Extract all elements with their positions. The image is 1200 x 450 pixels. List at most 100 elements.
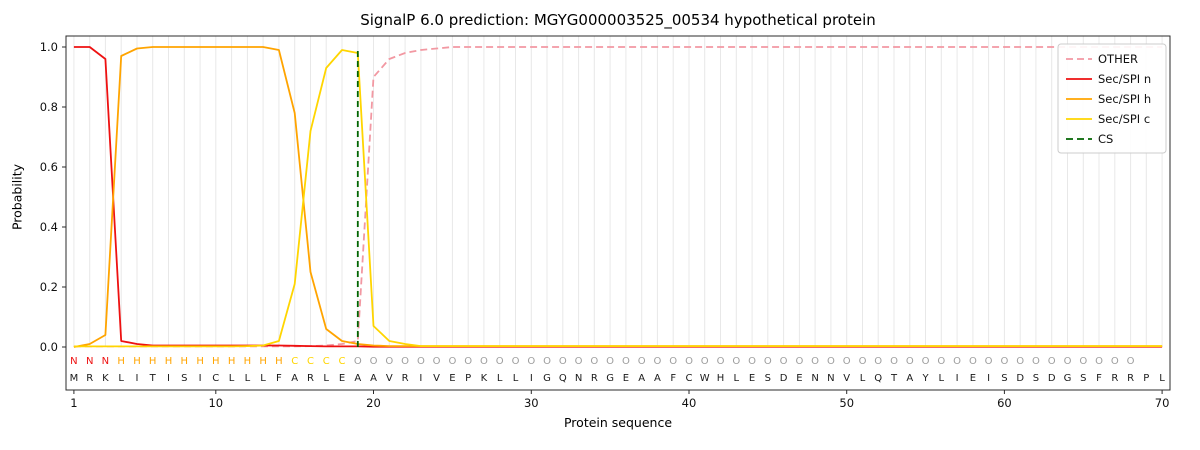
region-label: H <box>181 356 189 367</box>
sequence-letter: L <box>734 373 740 384</box>
region-label: H <box>244 356 252 367</box>
y-axis-label: Probability <box>9 163 25 231</box>
region-label: O <box>559 356 567 367</box>
region-label: H <box>133 356 141 367</box>
region-label: N <box>102 356 109 367</box>
sequence-letter: L <box>939 373 945 384</box>
sequence-letter: E <box>339 373 345 384</box>
region-label: C <box>323 356 330 367</box>
x-tick-label: 40 <box>682 396 697 410</box>
sequence-letter: A <box>638 373 645 384</box>
sequence-letter: N <box>811 373 818 384</box>
sequence-letter: M <box>70 373 79 384</box>
region-label: H <box>275 356 283 367</box>
sequence-letter: A <box>654 373 661 384</box>
region-label: O <box>1048 356 1056 367</box>
region-label: O <box>985 356 993 367</box>
y-tick-label: 0.6 <box>40 160 58 174</box>
chart-title: SignalP 6.0 prediction: MGYG000003525_00… <box>360 11 876 29</box>
region-label: N <box>86 356 93 367</box>
plot-frame <box>65 35 1171 391</box>
region-label: O <box>606 356 614 367</box>
region-label: H <box>212 356 220 367</box>
position-gridlines <box>73 36 1163 347</box>
sequence-letter: E <box>796 373 802 384</box>
region-label: O <box>1032 356 1040 367</box>
region-label: O <box>1016 356 1024 367</box>
sequence-letter: A <box>370 373 377 384</box>
sequence-letter: R <box>402 373 409 384</box>
region-label: O <box>354 356 362 367</box>
region-label: O <box>1127 356 1135 367</box>
x-tick-label: 20 <box>366 396 381 410</box>
region-label: O <box>669 356 677 367</box>
sequence-letter: P <box>1143 373 1149 384</box>
legend-item-sec-spi-n: Sec/SPI n <box>1066 72 1151 86</box>
sequence-letter: R <box>591 373 598 384</box>
sequence-letter: N <box>827 373 834 384</box>
sequence-letter: T <box>890 373 898 384</box>
region-label: O <box>732 356 740 367</box>
sequence-letter: Q <box>874 373 882 384</box>
sequence-letter: L <box>323 373 329 384</box>
legend-item-sec-spi-c: Sec/SPI c <box>1066 112 1150 126</box>
legend-item-cs: CS <box>1066 132 1113 146</box>
sequence-letter: E <box>749 373 755 384</box>
region-label: O <box>717 356 725 367</box>
region-label: C <box>339 356 346 367</box>
sequence-letter: V <box>843 373 850 384</box>
sequence-letter: S <box>1080 373 1086 384</box>
sequence-letter: V <box>386 373 393 384</box>
legend-box <box>1057 43 1167 154</box>
sequence-letter: R <box>86 373 93 384</box>
region-label: H <box>149 356 157 367</box>
sequence-letter: D <box>1016 373 1024 384</box>
x-tick-label: 60 <box>997 396 1012 410</box>
region-label: O <box>953 356 961 367</box>
x-tick-label: 10 <box>208 396 223 410</box>
region-label: H <box>259 356 267 367</box>
region-label: O <box>512 356 520 367</box>
sequence-letter: L <box>860 373 866 384</box>
y-axis-ticks: 0.0 0.2 0.4 0.6 0.8 1.0 <box>40 40 66 354</box>
region-label: C <box>307 356 314 367</box>
sequence-letter: E <box>623 373 629 384</box>
sequence-letter: L <box>497 373 503 384</box>
sequence-letter: G <box>1064 373 1072 384</box>
legend-item-other: OTHER <box>1066 52 1138 66</box>
legend-label: Sec/SPI c <box>1098 112 1150 126</box>
sequence-letter: A <box>906 373 913 384</box>
region-label: O <box>795 356 803 367</box>
sequence-letter: E <box>449 373 455 384</box>
sequence-letter: I <box>987 373 990 384</box>
region-label: O <box>701 356 709 367</box>
region-label: O <box>496 356 504 367</box>
x-axis-label: Protein sequence <box>563 415 673 430</box>
sequence-letter: F <box>276 373 282 384</box>
sequence-letter: L <box>245 373 251 384</box>
region-label: O <box>780 356 788 367</box>
legend-label: Sec/SPI n <box>1098 72 1151 86</box>
sequence-letter: A <box>291 373 298 384</box>
region-label: O <box>843 356 851 367</box>
sequence-letter: S <box>1033 373 1039 384</box>
region-label: O <box>906 356 914 367</box>
sequence-letter: S <box>181 373 187 384</box>
sequence-letter: L <box>260 373 266 384</box>
x-tick-label: 1 <box>70 396 77 410</box>
region-label: O <box>638 356 646 367</box>
sequence-letter: F <box>1096 373 1102 384</box>
sequence-letter: G <box>606 373 614 384</box>
region-label: N <box>70 356 77 367</box>
legend-label: Sec/SPI h <box>1098 92 1151 106</box>
sequence-letter: T <box>149 373 157 384</box>
sequence-letter: H <box>717 373 725 384</box>
sequence-letter: D <box>1048 373 1056 384</box>
legend-label: OTHER <box>1098 52 1138 66</box>
region-label: O <box>575 356 583 367</box>
sequence-letter: D <box>780 373 788 384</box>
series-line-sec-spi-c <box>73 49 1163 348</box>
sequence-letter: K <box>481 373 488 384</box>
